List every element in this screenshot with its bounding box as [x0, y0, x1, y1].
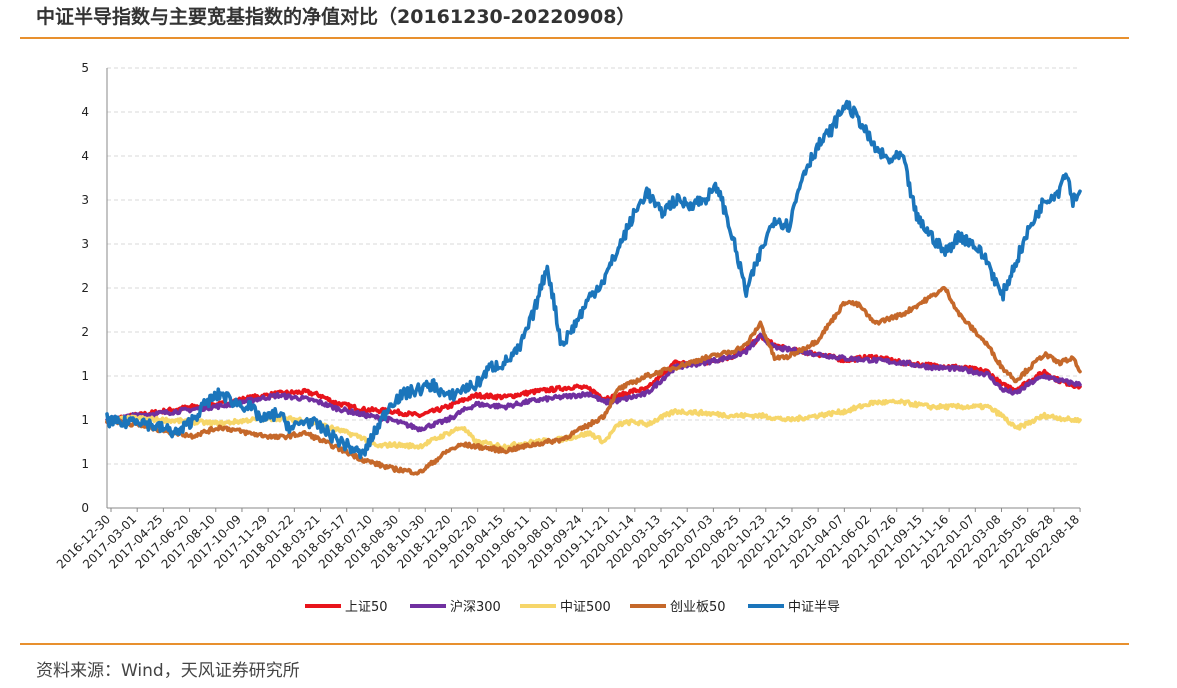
legend-label: 中证半导 [788, 600, 840, 615]
series-lines [105, 99, 1082, 476]
series-line-4 [105, 99, 1082, 460]
footer-divider [20, 643, 1129, 645]
series-line-1 [105, 332, 1082, 433]
y-tick-label: 1 [81, 369, 89, 383]
series-line-3 [105, 285, 1082, 476]
y-tick-label: 1 [81, 413, 89, 427]
y-tick-label: 2 [81, 281, 89, 295]
x-axis-ticks: 2016-12-302017-03-012017-04-252017-06-20… [54, 508, 1082, 571]
y-tick-label: 5 [81, 61, 89, 75]
legend: 上证50 沪深300 中证500 创业板50 中证半导 [305, 599, 840, 615]
y-tick-label: 4 [81, 105, 89, 119]
y-tick-label: 1 [81, 457, 89, 471]
y-tick-label: 0 [81, 501, 89, 515]
legend-label: 沪深300 [450, 599, 501, 615]
chart-title: 中证半导指数与主要宽基指数的净值对比（20161230-20220908） [36, 6, 636, 28]
y-tick-label: 3 [81, 193, 89, 207]
legend-label: 创业板50 [670, 600, 726, 615]
title-divider [20, 37, 1129, 39]
y-tick-label: 2 [81, 325, 89, 339]
legend-label: 中证500 [560, 600, 611, 615]
y-axis-ticks: 0 1 1 1 2 2 3 3 4 4 5 [81, 61, 89, 515]
y-tick-label: 4 [81, 149, 89, 163]
source-note: 资料来源：Wind，天风证券研究所 [36, 661, 300, 681]
legend-label: 上证50 [345, 600, 388, 615]
y-tick-label: 3 [81, 237, 89, 251]
